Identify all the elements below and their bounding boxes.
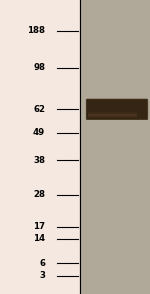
Text: 98: 98	[33, 63, 45, 72]
Text: 62: 62	[33, 105, 45, 114]
Text: 38: 38	[33, 156, 45, 165]
Text: 3: 3	[39, 271, 45, 280]
FancyBboxPatch shape	[86, 99, 148, 120]
FancyBboxPatch shape	[88, 114, 137, 117]
Bar	[0, 0, 80, 294]
Text: 49: 49	[33, 128, 45, 137]
Text: 17: 17	[33, 223, 45, 231]
Text: 28: 28	[33, 190, 45, 199]
Text: 6: 6	[39, 259, 45, 268]
Text: 188: 188	[27, 26, 45, 35]
FancyBboxPatch shape	[88, 112, 137, 116]
Bar	[80, 0, 150, 294]
Text: 14: 14	[33, 234, 45, 243]
